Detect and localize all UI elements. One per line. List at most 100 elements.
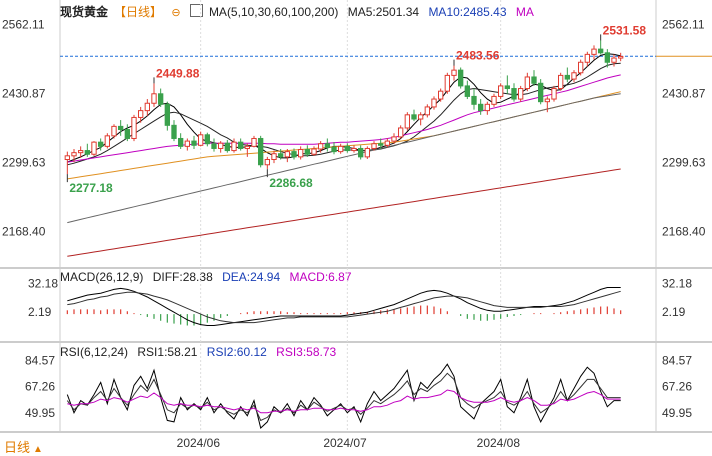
rsi-params[interactable]: RSI(6,12,24) xyxy=(60,345,129,359)
candle-body xyxy=(158,93,164,105)
candle-body xyxy=(291,151,297,158)
candle-body xyxy=(524,76,531,90)
y-tick-label-right: 2168.40 xyxy=(662,224,706,238)
y-tick-label: 2430.87 xyxy=(2,86,46,100)
candle-body xyxy=(358,147,364,158)
candle-body xyxy=(484,103,490,112)
candle-body xyxy=(184,140,191,147)
macd-tick-label: 2.19 xyxy=(28,305,52,319)
ma10-value: MA10:2485.43 xyxy=(428,5,507,19)
period-label[interactable]: 【日线】 xyxy=(114,5,163,19)
candle-body xyxy=(298,149,304,158)
macd-params[interactable]: MACD(26,12,9) xyxy=(60,270,144,284)
candle-body xyxy=(151,93,157,104)
candle-body xyxy=(144,102,151,112)
annotation-high: 2531.58 xyxy=(603,23,647,37)
candle-body xyxy=(538,82,544,103)
rsi3-value: RSI3:58.73 xyxy=(276,345,337,359)
rsi-tick-label: 67.26 xyxy=(25,380,55,394)
candle-body xyxy=(351,147,357,152)
candle-body xyxy=(384,140,390,146)
macd-tick-label: 32.18 xyxy=(28,277,58,291)
candle-body xyxy=(231,141,237,152)
settings-circle-icon[interactable]: ⊖ xyxy=(171,7,181,19)
candle-body xyxy=(604,52,611,63)
candle-body xyxy=(78,150,84,154)
candle-body xyxy=(418,114,424,120)
candle-body xyxy=(218,142,224,149)
candle-body xyxy=(558,74,564,90)
ma-extra: MA xyxy=(515,5,534,19)
candle-body xyxy=(338,145,344,153)
candle-body xyxy=(564,74,571,80)
candle-body xyxy=(104,135,110,147)
y-tick-label-right: 2562.11 xyxy=(662,17,705,31)
candle-body xyxy=(171,124,177,139)
candle-body xyxy=(618,55,624,59)
candle-body xyxy=(271,153,277,160)
candle-body xyxy=(438,90,444,100)
y-tick-label-right: 2430.87 xyxy=(662,86,706,100)
period-tab[interactable]: 日线 ▲ xyxy=(4,437,43,456)
candle-body xyxy=(311,148,317,155)
candle-body xyxy=(111,125,117,137)
candle-body xyxy=(498,85,504,97)
macd-dea: DEA:24.94 xyxy=(222,270,281,284)
instrument-name[interactable]: 现货黄金 xyxy=(60,5,109,19)
chevron-up-icon: ▲ xyxy=(33,444,43,455)
candle-body xyxy=(591,48,597,55)
candle-body xyxy=(504,85,510,90)
candle-body xyxy=(304,149,310,155)
candle-body xyxy=(444,74,450,92)
candle-body xyxy=(511,88,517,100)
ma-params[interactable]: MA(5,10,30,60,100,200) xyxy=(208,5,339,19)
rsi-tick-label: 49.95 xyxy=(25,406,55,420)
candle-body xyxy=(124,129,130,139)
annotation-low: 2277.18 xyxy=(69,181,113,195)
macd-legend: MACD(26,12,9) DIFF:28.38 DEA:24.94 MACD:… xyxy=(60,270,358,284)
y-tick-label: 2299.63 xyxy=(2,155,46,169)
candle-body xyxy=(598,48,604,54)
rsi2-value: RSI2:60.12 xyxy=(206,345,267,359)
candle-body xyxy=(344,145,350,152)
candle-body xyxy=(464,85,470,97)
candle-body xyxy=(531,76,537,84)
ma-line-ma60 xyxy=(67,91,621,180)
annotation-low: 2286.68 xyxy=(269,176,313,190)
macd-diff: DIFF:28.38 xyxy=(152,270,213,284)
candle-body xyxy=(544,98,551,103)
candle-body xyxy=(64,155,70,160)
y-tick-label: 2168.40 xyxy=(2,224,46,238)
candle-body xyxy=(551,88,557,100)
candle-body xyxy=(518,88,524,100)
indicator-chart-icon[interactable] xyxy=(189,4,203,17)
price-legend: 现货黄金 【日线】 ⊖ MA(5,10,30,60,100,200) MA5:25… xyxy=(60,3,540,20)
rsi2-line xyxy=(66,372,621,422)
candle-body xyxy=(398,127,404,138)
ma-line-ma30 xyxy=(67,74,621,163)
macd-value: MACD:6.87 xyxy=(289,270,352,284)
candle-body xyxy=(258,137,264,166)
candle-body xyxy=(431,98,437,108)
candle-body xyxy=(278,153,284,158)
candle-body xyxy=(84,150,90,155)
candle-body xyxy=(318,143,324,150)
candle-body xyxy=(364,147,370,158)
candle-body xyxy=(98,141,104,147)
candle-body xyxy=(578,61,584,74)
candle-body xyxy=(284,151,290,158)
candle-body xyxy=(471,95,477,105)
candle-body xyxy=(224,142,231,152)
candle-body xyxy=(164,103,171,126)
candle-body xyxy=(238,141,244,149)
ma-line-ma200 xyxy=(67,168,621,257)
candle-body xyxy=(571,72,577,80)
candle-body xyxy=(491,95,497,105)
candle-body xyxy=(458,69,464,87)
candle-body xyxy=(71,152,77,157)
candle-body xyxy=(478,103,484,112)
candle-body xyxy=(204,134,211,145)
candle-body xyxy=(324,143,330,148)
candle-body xyxy=(131,116,137,139)
